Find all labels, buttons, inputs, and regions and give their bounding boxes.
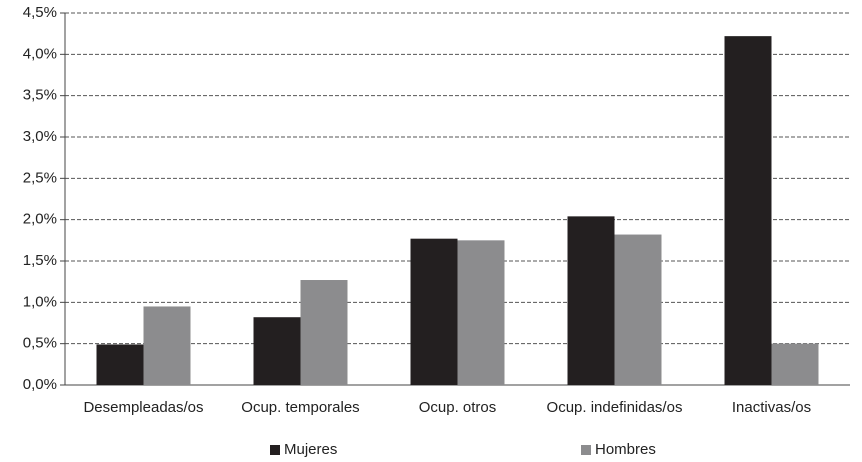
bar: [614, 234, 662, 385]
bar: [410, 238, 458, 385]
bar: [457, 240, 505, 385]
y-tick-label: 4,5%: [23, 4, 57, 21]
y-tick-label: 4,0%: [23, 45, 57, 62]
y-tick-label: 3,0%: [23, 128, 57, 145]
x-tick-label: Ocup. otros: [419, 399, 497, 416]
bar: [96, 344, 144, 385]
legend-swatch: [270, 445, 280, 455]
x-tick-label: Inactivas/os: [732, 399, 811, 416]
y-tick-label: 0,5%: [23, 335, 57, 352]
bar: [567, 216, 615, 385]
y-tick-label: 2,0%: [23, 211, 57, 228]
legend-label: Mujeres: [284, 441, 337, 458]
legend-label: Hombres: [595, 441, 656, 458]
bar: [253, 317, 301, 385]
x-tick-label: Ocup. temporales: [241, 399, 359, 416]
bar: [771, 343, 819, 385]
x-tick-label: Desempleadas/os: [83, 399, 203, 416]
bar: [300, 280, 348, 385]
x-tick-label: Ocup. indefinidas/os: [547, 399, 683, 416]
y-tick-label: 2,5%: [23, 169, 57, 186]
y-tick-label: 1,5%: [23, 252, 57, 269]
y-tick-label: 3,5%: [23, 87, 57, 104]
y-tick-label: 1,0%: [23, 293, 57, 310]
bar: [724, 36, 772, 385]
y-tick-label: 0,0%: [23, 376, 57, 393]
bar: [143, 306, 191, 385]
legend-swatch: [581, 445, 591, 455]
